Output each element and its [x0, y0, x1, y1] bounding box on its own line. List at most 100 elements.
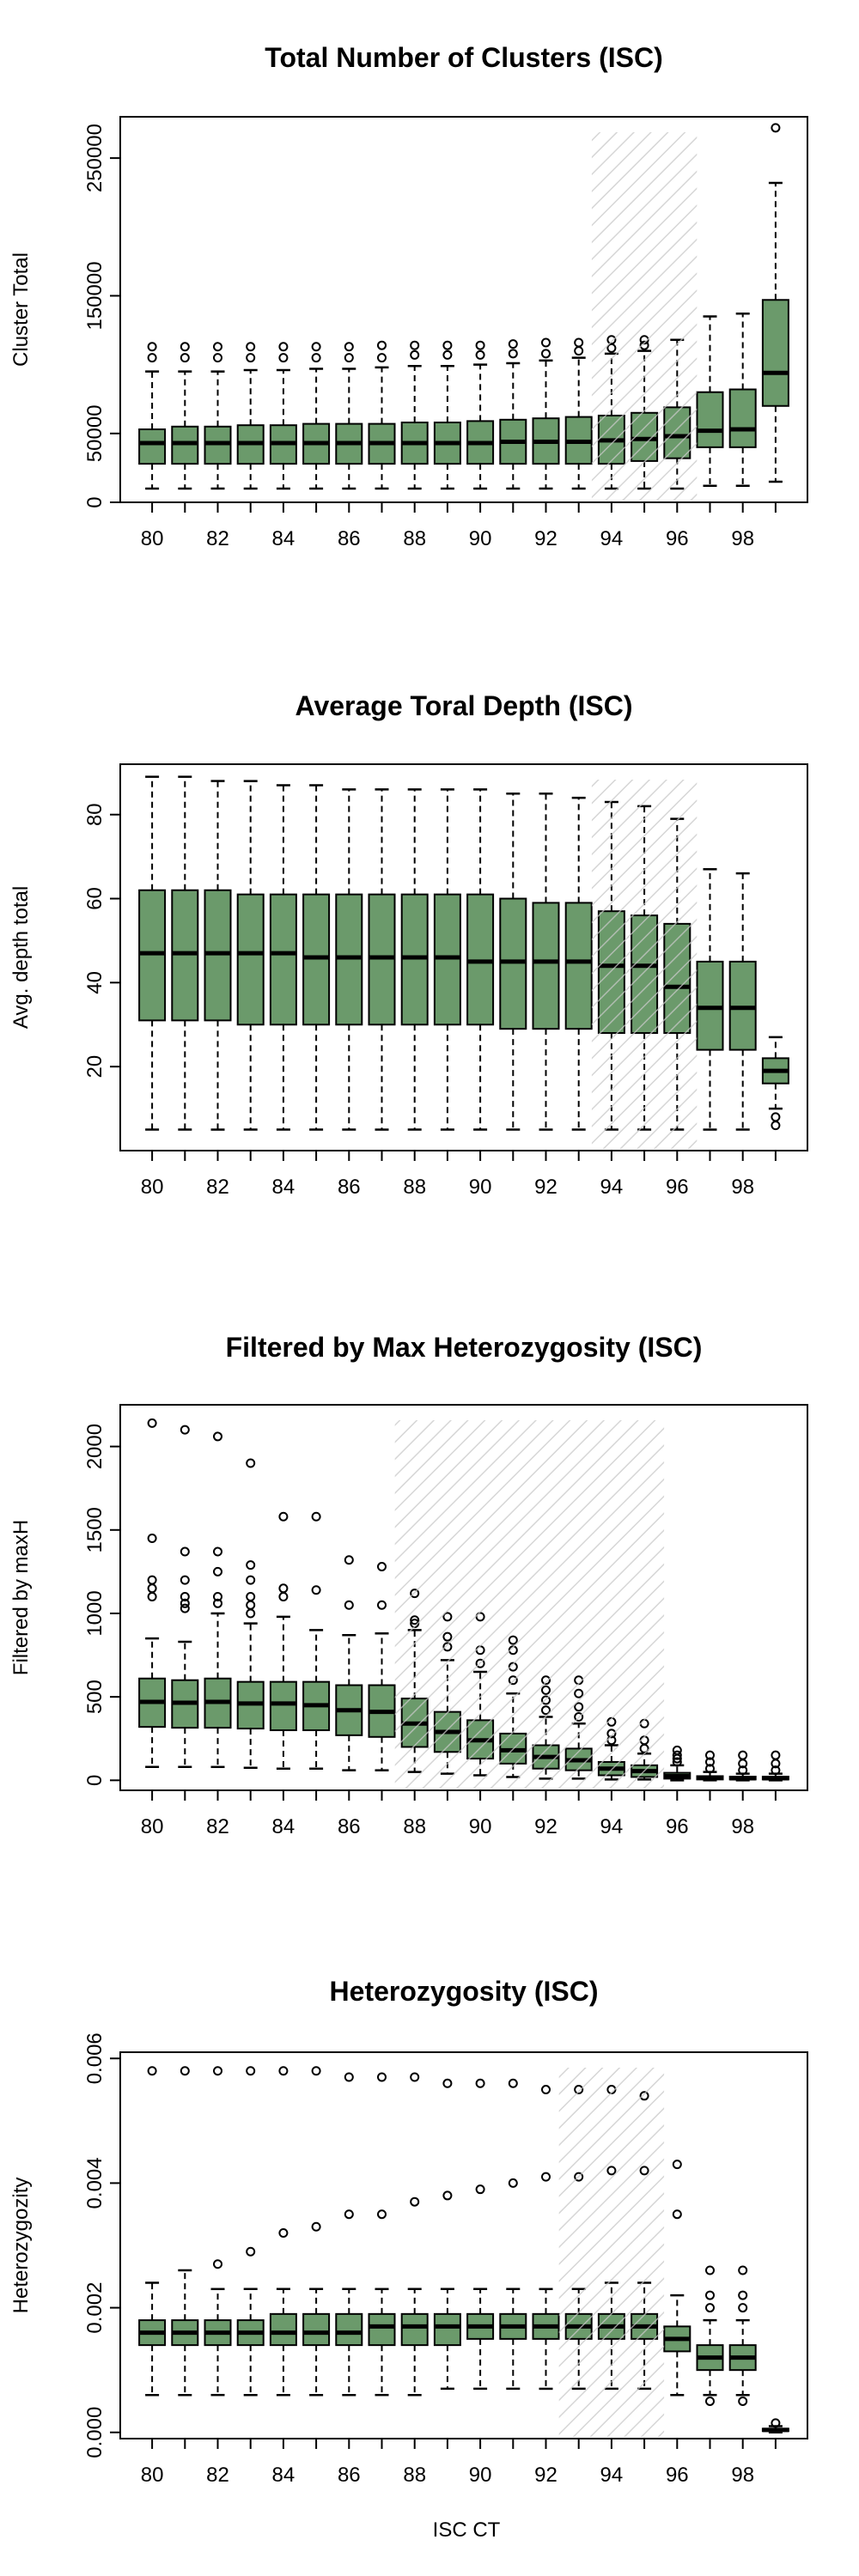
x-tick-label: 94: [600, 1815, 624, 1838]
outlier-point: [180, 1575, 190, 1585]
y-axis-label: Cluster Total: [9, 252, 33, 367]
x-tick-label: 92: [534, 1176, 557, 1199]
outlier-point: [246, 1458, 256, 1468]
box-81: [171, 2066, 199, 2397]
y-tick-label: 0.004: [83, 2157, 107, 2208]
outlier-point: [344, 1600, 354, 1610]
x-tick-label: 94: [600, 527, 624, 550]
x-tick-label: 80: [141, 2464, 164, 2487]
outlier-point: [738, 2303, 748, 2313]
y-tick-label: 250000: [83, 124, 107, 192]
x-tick-label: 96: [666, 1176, 689, 1199]
box-body: [269, 2312, 297, 2347]
box-81: [171, 775, 199, 1131]
box-90: [466, 788, 495, 1131]
box-99: [761, 2418, 789, 2433]
box-99: [761, 1750, 789, 1782]
outlier-point: [738, 2265, 748, 2275]
box-84: [269, 2066, 297, 2397]
outlier-point: [771, 1112, 781, 1122]
outlier-point: [246, 2246, 256, 2257]
y-tick-label: 0.002: [83, 2282, 107, 2334]
x-tick-label: 82: [206, 2464, 229, 2487]
y-tick-label: 20: [83, 1055, 107, 1078]
box-89: [433, 788, 461, 1131]
box-80: [138, 775, 167, 1131]
x-tick-label: 86: [338, 527, 361, 550]
x-tick-label: 88: [403, 2464, 426, 2487]
chart-title: Total Number of Clusters (ISC): [265, 42, 662, 73]
x-tick-label: 90: [469, 1815, 492, 1838]
box-89: [433, 2078, 461, 2391]
x-tick-label: 84: [272, 1815, 295, 1838]
outlier-point: [213, 1431, 222, 1442]
outlier-point: [278, 1592, 289, 1602]
box-88: [400, 340, 429, 490]
outlier-point: [508, 339, 518, 349]
outlier-point: [278, 342, 289, 352]
outlier-point: [442, 2078, 453, 2088]
x-tick-label: 92: [534, 1815, 557, 1838]
outlier-point: [213, 342, 222, 352]
box-82: [204, 342, 232, 490]
outlier-point: [213, 1566, 222, 1577]
box-body: [335, 2312, 363, 2347]
box-81: [171, 342, 199, 490]
box-body: [433, 2312, 461, 2347]
shaded-region: [558, 2068, 665, 2437]
chart-title: Heterozygosity (ISC): [330, 1976, 599, 2007]
box-98: [728, 872, 757, 1131]
outlier-point: [705, 2303, 715, 2313]
outlier-point: [147, 1592, 157, 1602]
box-97: [696, 868, 724, 1131]
outlier-point: [344, 342, 354, 352]
outlier-point: [213, 353, 222, 363]
outlier-point: [442, 2190, 453, 2201]
box-body: [564, 902, 593, 1030]
outlier-point: [475, 2184, 485, 2195]
outlier-point: [738, 2396, 748, 2406]
box-98: [728, 2265, 757, 2406]
chart-title: Filtered by Max Heterozygosity (ISC): [226, 1332, 703, 1363]
outlier-point: [771, 1765, 781, 1776]
x-tick-label: 94: [600, 2464, 624, 2487]
box-84: [269, 342, 297, 490]
outlier-point: [180, 2066, 190, 2076]
box-82: [204, 780, 232, 1131]
y-tick-label: 60: [83, 887, 107, 910]
outlier-point: [705, 1750, 715, 1760]
box-90: [466, 2078, 495, 2391]
outlier-point: [738, 2290, 748, 2300]
outlier-point: [410, 349, 420, 360]
outlier-point: [344, 2209, 354, 2220]
x-tick-label: 82: [206, 1176, 229, 1199]
box-84: [269, 784, 297, 1131]
outlier-point: [377, 353, 387, 363]
y-tick-label: 150000: [83, 261, 107, 330]
outlier-point: [311, 353, 321, 363]
box-body: [269, 1680, 297, 1732]
box-88: [400, 2072, 429, 2397]
box-87: [368, 788, 396, 1131]
outlier-point: [738, 1765, 748, 1776]
box-84: [269, 1511, 297, 1770]
chart-panel: Heterozygosity (ISC) 0.000 0.002 0.004 0.006…: [9, 1976, 808, 2487]
box-80: [138, 1418, 167, 1769]
outlier-point: [246, 1600, 256, 1610]
outlier-point: [213, 1546, 222, 1557]
box-80: [138, 342, 167, 490]
shaded-region: [591, 780, 698, 1149]
chart-title: Average Toral Depth (ISC): [295, 690, 633, 721]
outlier-point: [410, 2196, 420, 2207]
box-83: [236, 2066, 265, 2397]
box-98: [728, 1750, 757, 1782]
outlier-point: [377, 2209, 387, 2220]
box-body: [400, 2312, 429, 2347]
box-83: [236, 1458, 265, 1770]
x-tick-label: 86: [338, 2464, 361, 2487]
outlier-point: [213, 1598, 222, 1608]
shaded-region: [591, 132, 698, 501]
plot-frame: [119, 2051, 808, 2439]
outlier-point: [180, 1425, 190, 1435]
x-tick-label: 98: [731, 1815, 754, 1838]
